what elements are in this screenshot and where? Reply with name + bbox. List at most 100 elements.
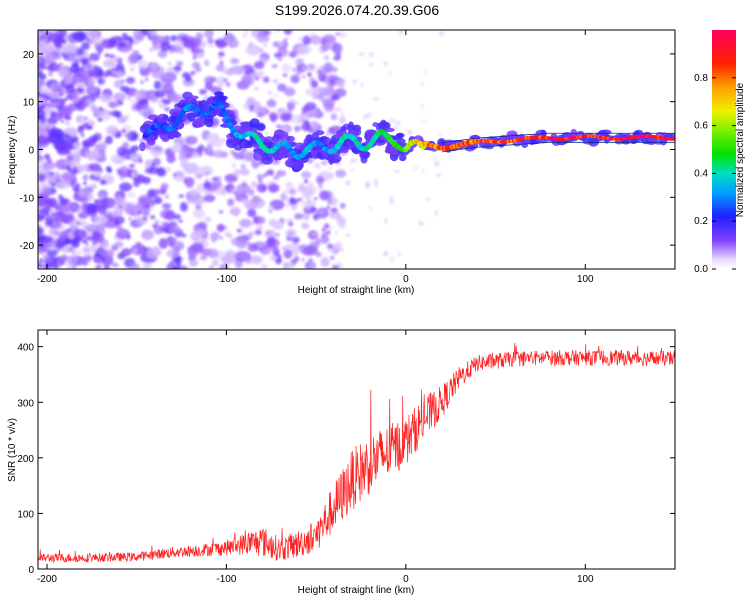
heatmap-cell [113,195,123,205]
heatmap-cell [199,255,208,261]
heatmap-cell [153,145,162,151]
heatmap-ridge-halo [189,95,199,100]
heatmap-cell [296,101,300,105]
heatmap-cell [254,229,262,236]
heatmap-cell [369,63,374,67]
heatmap-cell [218,210,224,214]
heatmap-cell [273,94,278,97]
heatmap-cell [131,133,138,141]
heatmap-cell [250,197,266,209]
heatmap-cell [254,86,259,91]
heatmap-cell [330,207,338,213]
heatmap-cell [113,101,120,106]
heatmap-cell [297,45,312,55]
heatmap-cell [233,168,241,177]
heatmap-cell [56,260,63,267]
heatmap-cell [131,99,137,104]
heatmap-cell [349,160,353,164]
heatmap-cell [303,245,318,256]
heatmap-cell [130,67,135,72]
heatmap-cell [198,89,208,95]
heatmap-cell [123,133,130,138]
heatmap-cell [72,229,87,240]
heatmap-cell [305,112,315,118]
heatmap-cell [308,203,313,207]
heatmap-cell [327,76,332,82]
heatmap-cell [322,98,335,109]
heatmap-cell [313,197,318,201]
heatmap-cell [295,58,305,66]
heatmap-cell [300,202,304,206]
heatmap-cell [138,159,143,163]
heatmap-cell [110,154,125,165]
heatmap-cell [261,186,266,191]
heatmap-cell [212,137,224,148]
x-tick-label: -100 [216,274,236,285]
heatmap-cell [103,264,110,269]
heatmap-cell [55,139,61,144]
heatmap-cell [345,233,351,238]
heatmap-cell [227,198,235,207]
heatmap-cell [139,67,151,77]
heatmap-cell [52,265,59,269]
heatmap-cell [304,102,317,111]
heatmap-cell [122,154,128,160]
heatmap-cell [139,195,145,199]
y-tick-label: 200 [17,454,34,465]
heatmap-cell [185,177,195,189]
heatmap-cell [179,148,189,157]
heatmap-cell [133,180,140,188]
heatmap-cell [64,115,72,121]
heatmap-cell [275,30,281,33]
heatmap-cell [164,194,169,200]
heatmap-cell [189,258,199,267]
heatmap-cell [43,254,48,259]
snr-y-ticks: 0 100 200 300 400 [17,343,675,576]
heatmap-cell [221,190,227,196]
heatmap-cell [211,262,214,267]
heatmap-cell [109,54,115,58]
heatmap-cell [388,199,395,204]
x-tick-label: -200 [37,274,57,285]
heatmap-cell [142,209,148,214]
heatmap-cell [352,79,357,85]
heatmap-cell [307,230,319,240]
heatmap-cell [64,76,73,84]
heatmap-cell [284,87,296,97]
heatmap-cell [218,36,223,40]
heatmap-cell [102,242,110,249]
heatmap-cell [192,208,206,219]
heatmap-cell [131,170,139,178]
heatmap-cell [423,70,426,74]
heatmap-cell [285,182,292,186]
heatmap-cell [345,179,351,186]
x-tick-label: -100 [216,574,236,585]
heatmap-cell [40,119,45,124]
heatmap-cell [247,208,257,218]
heatmap-cell [322,190,333,201]
heatmap-cell [233,191,238,196]
heatmap-ridge-halo [272,151,280,160]
heatmap-cell [139,79,144,85]
heatmap-cell [126,95,132,101]
heatmap-cell [162,221,170,228]
heatmap-cell [38,127,48,136]
heatmap-cell [277,57,283,62]
y-tick-label: 300 [17,398,34,409]
heatmap-cell [176,60,184,67]
heatmap-cell [223,78,228,82]
heatmap-cell [406,129,413,135]
heatmap-cell [111,262,119,268]
heatmap-cell [251,160,260,169]
heatmap-cell [115,228,131,240]
heatmap-cell [117,41,126,48]
heatmap-cell [114,208,121,214]
heatmap-cell [38,46,43,51]
heatmap-cell [146,248,161,259]
heatmap-cell [271,64,278,69]
heatmap-cell [154,188,162,195]
heatmap-cell [39,111,44,116]
heatmap-cell [215,64,226,72]
heatmap-cell [168,237,178,243]
